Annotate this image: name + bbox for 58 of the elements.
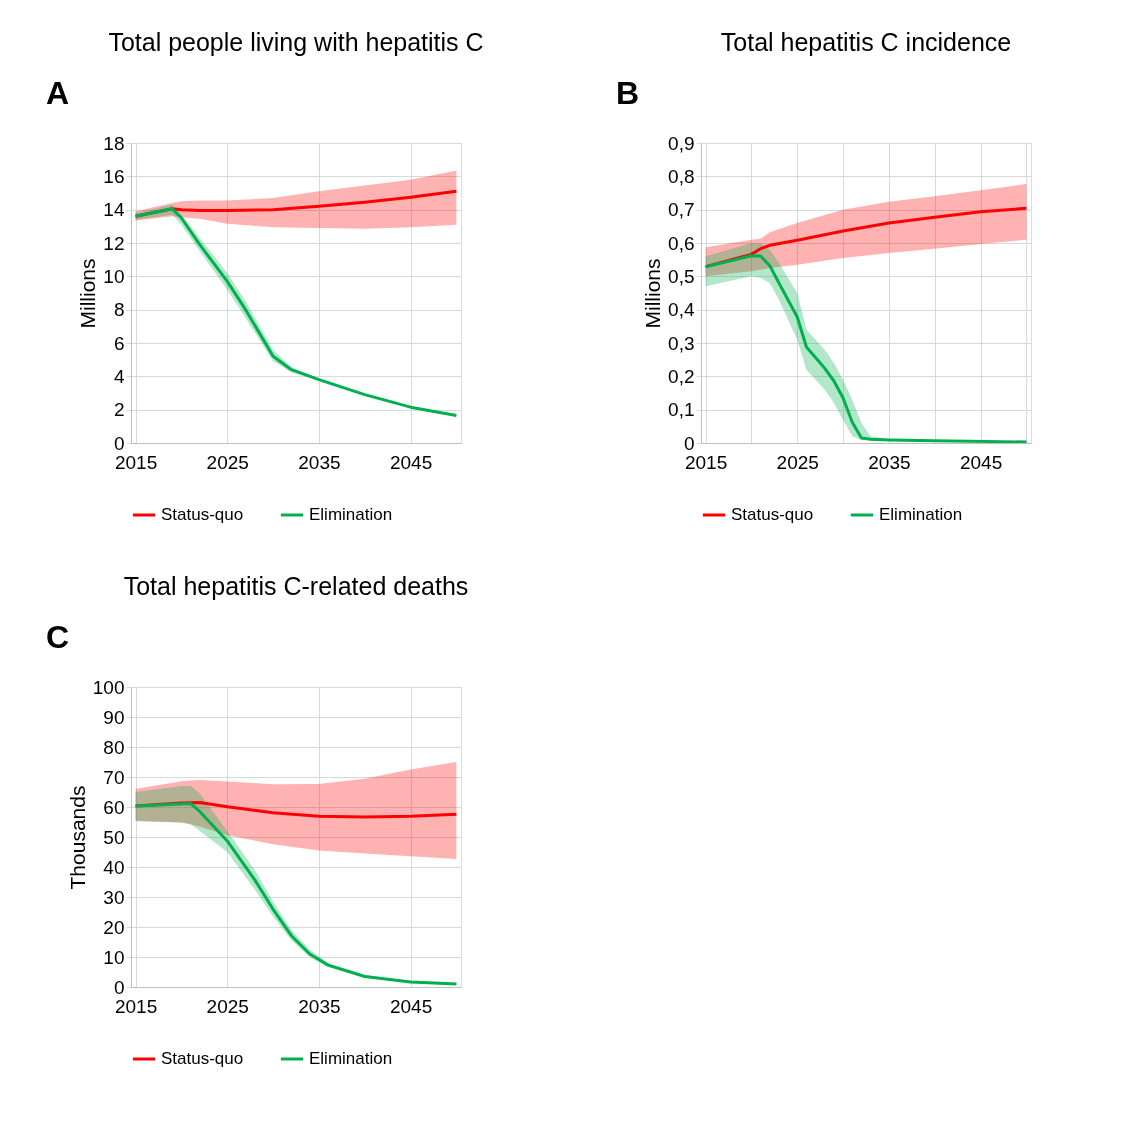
y-tick-label: 90 bbox=[103, 706, 125, 728]
x-tick-label: 2045 bbox=[959, 451, 1003, 473]
y-tick-label: 30 bbox=[103, 886, 125, 908]
x-tick-label: 2025 bbox=[206, 451, 249, 473]
y-tick-label: 2 bbox=[113, 399, 125, 421]
y-tick-label: 80 bbox=[103, 736, 125, 758]
x-tick-label: 2035 bbox=[298, 995, 341, 1017]
x-tick-label: 2025 bbox=[776, 451, 819, 473]
y-tick-label: 60 bbox=[103, 796, 125, 818]
y-tick-label: 100 bbox=[92, 676, 125, 698]
y-tick-label: 50 bbox=[103, 826, 125, 848]
y-tick-label: 0 bbox=[113, 432, 125, 454]
y-tick-label: 0,5 bbox=[668, 265, 695, 287]
y-tick-label: 4 bbox=[113, 365, 125, 387]
y-tick-label: 0,6 bbox=[668, 232, 695, 254]
y-tick-label: 40 bbox=[103, 856, 125, 878]
y-tick-label: 18 bbox=[103, 132, 125, 154]
x-tick-label: 2015 bbox=[684, 451, 728, 473]
y-tick-label: 70 bbox=[103, 766, 125, 788]
legend-label: Elimination bbox=[879, 505, 963, 524]
y-tick-label: 6 bbox=[113, 332, 125, 354]
y-tick-label: 10 bbox=[103, 946, 125, 968]
y-tick-label: 0,2 bbox=[668, 365, 695, 387]
text: A bbox=[46, 75, 70, 111]
y-tick-label: 12 bbox=[103, 232, 125, 254]
x-tick-label: 2045 bbox=[389, 995, 433, 1017]
x-tick-label: 2015 bbox=[114, 451, 158, 473]
y-tick-label: 0,8 bbox=[668, 165, 695, 187]
y-axis-title: Thousands bbox=[65, 785, 89, 890]
legend-label: Elimination bbox=[309, 1049, 393, 1068]
chart-title: Total people living with hepatitis C bbox=[108, 28, 484, 56]
chart-title: Total hepatitis C-related deaths bbox=[123, 572, 469, 600]
y-axis-title: Millions bbox=[641, 258, 665, 329]
y-tick-label: 0 bbox=[683, 432, 695, 454]
y-tick-label: 0 bbox=[113, 976, 125, 998]
y-tick-label: 14 bbox=[103, 199, 125, 221]
y-tick-label: 0,3 bbox=[668, 332, 695, 354]
x-tick-label: 2035 bbox=[868, 451, 911, 473]
y-tick-label: 0,4 bbox=[668, 299, 695, 321]
y-tick-label: 0,7 bbox=[668, 199, 695, 221]
y-tick-label: 0,9 bbox=[668, 132, 695, 154]
legend-label: Elimination bbox=[309, 505, 393, 524]
y-tick-label: 20 bbox=[103, 916, 125, 938]
x-tick-label: 2045 bbox=[389, 451, 433, 473]
chart-title: Total hepatitis C incidence bbox=[720, 28, 1012, 56]
text: C bbox=[46, 619, 70, 655]
legend-label: Status-quo bbox=[161, 505, 244, 524]
y-tick-label: 8 bbox=[113, 299, 125, 321]
legend-label: Status-quo bbox=[161, 1049, 244, 1068]
text: B bbox=[616, 75, 640, 111]
y-tick-label: 16 bbox=[103, 165, 125, 187]
y-axis-title: Millions bbox=[76, 258, 100, 329]
x-tick-label: 2015 bbox=[114, 995, 158, 1017]
x-tick-label: 2025 bbox=[206, 995, 249, 1017]
legend-label: Status-quo bbox=[731, 505, 814, 524]
x-tick-label: 2035 bbox=[298, 451, 341, 473]
y-tick-label: 10 bbox=[103, 265, 125, 287]
y-tick-label: 0,1 bbox=[668, 399, 695, 421]
